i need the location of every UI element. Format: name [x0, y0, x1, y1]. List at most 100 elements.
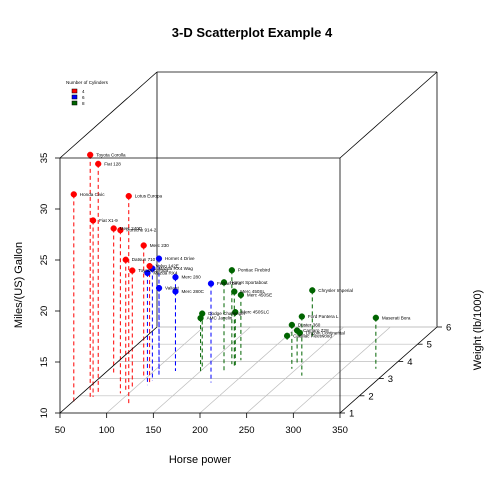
box-front-edges — [59, 71, 438, 414]
point-label: Ford Pantera L — [308, 314, 339, 319]
x-axis-title: Horse power — [169, 454, 232, 466]
point-label: Duster 360 — [298, 322, 321, 327]
box-edge — [59, 326, 158, 414]
data-point — [155, 255, 163, 262]
point-label: Mazda RX4 Wag — [158, 266, 193, 271]
data-point — [228, 267, 236, 274]
x-tick-label: 200 — [192, 425, 208, 436]
data-point — [70, 191, 77, 198]
point-label: Fiat X1-9 — [99, 218, 118, 223]
point-label: Merc 450SE — [247, 292, 272, 297]
point-label: Porsche 914-2 — [126, 228, 156, 233]
point-label: Volvo 142E — [156, 264, 179, 269]
grid-line — [153, 326, 251, 414]
legend-swatch — [71, 88, 78, 94]
data-point — [172, 288, 179, 295]
legend: Number of Cylinders 468 — [66, 80, 109, 106]
data-point — [232, 308, 239, 316]
grid-line — [106, 326, 204, 414]
data-point — [220, 279, 228, 286]
point-label: Hornet Sportabout — [230, 280, 268, 285]
box-edge — [59, 71, 158, 159]
data-point — [87, 151, 94, 159]
data-point — [155, 284, 163, 292]
data-point — [172, 274, 179, 281]
point-label: Toyota Corona — [138, 268, 168, 273]
axis-ticks: 50 100 150 200 250 300 350 10 15 20 25 30 35 1 2 3 4 5 6 — [39, 153, 451, 436]
box-edge — [339, 326, 438, 414]
data-point — [89, 217, 97, 224]
point-label: Datsun 710 — [132, 257, 156, 262]
data-point — [283, 332, 291, 339]
data-point — [125, 192, 132, 200]
z-tick-label: 2 — [368, 391, 373, 402]
y-tick-label: 25 — [39, 255, 50, 266]
legend-swatch — [71, 100, 78, 106]
data-point — [293, 327, 301, 334]
box-back-edges — [59, 71, 438, 327]
point-label: Pontiac Firebird — [238, 268, 271, 273]
data-point — [207, 280, 215, 287]
y-tick-label: 20 — [39, 306, 50, 317]
legend-title: Number of Cylinders — [66, 80, 109, 85]
grid-line — [293, 326, 391, 414]
point-labels: Lincoln Continental Chrysler Imperial Cadi… — [80, 152, 411, 338]
y-tick-label: 10 — [39, 408, 50, 419]
data-point — [122, 256, 129, 263]
z-tick-label: 1 — [349, 409, 354, 420]
data-points — [70, 151, 380, 339]
point-label: Lotus Europa — [135, 194, 163, 199]
z-axis-title: Weight (lb/1000) — [472, 290, 484, 371]
point-label: Cadillac Fleetwood — [293, 333, 332, 338]
data-point — [144, 269, 151, 277]
data-point — [140, 242, 147, 249]
point-label: Hornet 4 Drive — [165, 256, 195, 261]
data-point — [117, 227, 124, 234]
box-edge — [339, 71, 438, 159]
x-tick-label: 350 — [332, 425, 348, 436]
y-axis-title: Miles/(US) Gallon — [13, 242, 25, 328]
data-point — [237, 291, 245, 299]
y-tick-label: 30 — [39, 204, 50, 215]
floor-grid — [59, 326, 438, 414]
point-label: Merc 450SLC — [241, 310, 270, 315]
z-tick-label: 6 — [446, 323, 451, 334]
z-tick-label: 3 — [388, 374, 393, 385]
point-label: Merc 450SL — [240, 289, 265, 294]
x-tick-label: 150 — [145, 425, 161, 436]
x-tick-label: 250 — [239, 425, 255, 436]
point-label: Lincoln Continental — [306, 330, 345, 335]
point-label: Honda Civic — [80, 192, 105, 197]
point-label: Dodge Challenger — [208, 311, 246, 316]
data-point — [197, 314, 204, 322]
data-point — [129, 267, 136, 274]
data-point — [298, 313, 305, 320]
data-point — [231, 288, 238, 295]
point-label: Merc 230 — [150, 243, 170, 248]
data-point — [146, 262, 153, 270]
point-label: Mazda RX4 — [153, 270, 177, 275]
point-label: Camaro Z28 — [303, 328, 329, 333]
point-label: Merc 280C — [181, 289, 204, 294]
z-tick-label: 5 — [427, 340, 432, 351]
y-tick-label: 15 — [39, 357, 50, 368]
data-point — [95, 160, 102, 168]
point-label: Fiat 128 — [104, 161, 121, 166]
legend-swatch — [71, 94, 78, 100]
point-label: Merc 280 — [181, 275, 201, 280]
point-label: Merc 240D — [120, 226, 143, 231]
x-tick-label: 100 — [99, 425, 115, 436]
point-label: Ferrari Dino — [217, 281, 242, 286]
data-point — [309, 287, 316, 294]
grid-line — [246, 326, 344, 414]
grid-line — [199, 326, 298, 414]
z-tick-label: 4 — [407, 357, 412, 368]
x-tick-label: 300 — [285, 425, 301, 436]
point-label: Chrysler Imperial — [318, 288, 353, 293]
legend-label: 6 — [82, 95, 85, 100]
y-tick-label: 35 — [39, 153, 50, 164]
x-tick-label: 50 — [55, 425, 66, 436]
point-label: AMC Javelin — [207, 316, 233, 321]
point-label: Toyota Corolla — [96, 152, 126, 157]
